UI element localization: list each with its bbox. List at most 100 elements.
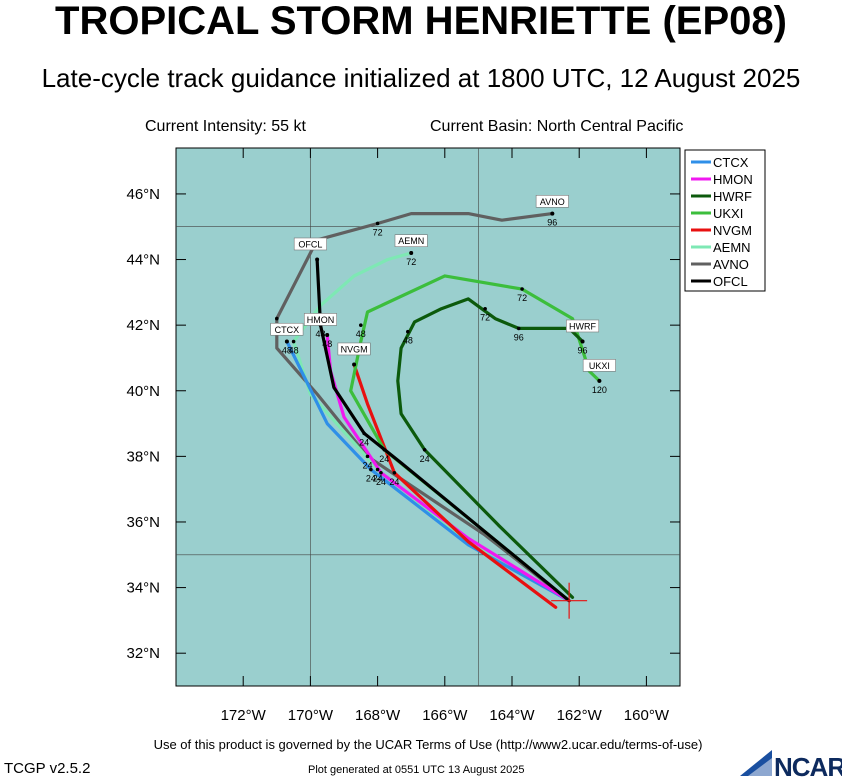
legend-label: CTCX: [713, 155, 749, 170]
ncar-logo-icon: [740, 750, 772, 776]
current-position-marker: [551, 582, 588, 619]
model-tag-label: NVGM: [341, 344, 368, 354]
lon-tick-label: 172°W: [221, 707, 267, 724]
track-point: [392, 470, 397, 475]
lon-tick-label: 162°W: [557, 707, 603, 724]
track-point: [359, 323, 363, 327]
legend-label: AVNO: [713, 257, 749, 272]
forecast-hour-label: 24: [366, 473, 376, 483]
track-point: [275, 316, 279, 321]
lat-tick-label: 34°N: [126, 580, 160, 597]
model-tag-box: [270, 322, 304, 336]
forecast-hour-label: 24: [389, 477, 399, 487]
forecast-hour-label: 24: [359, 437, 369, 447]
legend-label: NVGM: [713, 223, 752, 238]
model-tag-label: UKXI: [589, 361, 610, 371]
forecast-hour-label: 24: [379, 454, 389, 464]
model-tag-box: [303, 313, 337, 326]
track-point: [483, 306, 487, 311]
track-point: [406, 329, 410, 334]
forecast-hour-label: 72: [517, 293, 527, 303]
track-hwrf: [396, 297, 585, 600]
model-tag-label: AEMN: [398, 236, 424, 246]
legend-label: AEMN: [713, 240, 751, 255]
model-tag-box: [394, 234, 428, 247]
track-labels: 2448729624487224482448242448721202448729…: [272, 211, 607, 487]
lon-tick-label: 168°W: [355, 707, 401, 724]
track-point: [520, 287, 524, 291]
track-point: [516, 326, 521, 331]
forecast-hour-label: 96: [514, 332, 524, 342]
model-tag-label: HWRF: [569, 321, 596, 331]
lon-tick-label: 170°W: [288, 707, 334, 724]
axis-ticks: 172°W 170°W 168°W 166°W 164°W 162°W 160°W 32°N 3…: [126, 148, 680, 724]
generated-time: Plot generated at 0551 UTC 13 August 202…: [308, 764, 525, 776]
track-point: [375, 221, 380, 226]
map-background: [175, 147, 681, 687]
track-end-point: [284, 339, 289, 344]
forecast-hour-label: 48: [315, 329, 325, 339]
track-point: [291, 339, 296, 344]
forecast-hour-label: 96: [547, 218, 557, 228]
lon-tick-label: 166°W: [422, 707, 468, 724]
model-tag-box: [293, 237, 327, 251]
lon-tick-label: 160°W: [624, 707, 670, 724]
forecast-hour-label: 120: [592, 385, 607, 395]
track-point: [379, 470, 383, 475]
track-end-point: [597, 378, 602, 383]
model-tags: AVNO AEMN OFCL HMON CTCX NVGM HWRF UKXI: [270, 195, 616, 372]
model-tag-box: [566, 319, 600, 333]
grid-lines: [176, 148, 680, 686]
forecast-hour-label: 48: [322, 339, 332, 349]
forecast-hour-label: 24: [420, 454, 430, 464]
terms-of-use: Use of this product is governed by the U…: [153, 737, 703, 752]
track-point: [362, 431, 366, 436]
version-label: TCGP v2.5.2: [4, 760, 91, 777]
lat-tick-label: 44°N: [126, 252, 160, 269]
lat-tick-label: 46°N: [126, 186, 160, 203]
legend: CTCX HMON HWRF UKXI NVGM AEMN AVNO OFCL: [684, 149, 766, 292]
legend-label: OFCL: [713, 274, 748, 289]
model-tag-label: AVNO: [540, 197, 565, 207]
track-end-point: [352, 362, 357, 367]
forecast-hour-label: 48: [282, 346, 292, 356]
model-tag-label: CTCX: [275, 325, 300, 335]
page-title: TROPICAL STORM HENRIETTE (EP08): [55, 0, 787, 43]
forecast-hour-label: 24: [373, 473, 383, 483]
lon-tick-label: 164°W: [489, 707, 535, 724]
lat-tick-label: 32°N: [126, 645, 160, 662]
legend-label: HWRF: [713, 189, 752, 204]
forecast-hour-label: 24: [376, 477, 386, 487]
legend-label: UKXI: [713, 206, 743, 221]
forecast-hour-label: 72: [373, 227, 383, 237]
track-lines: [275, 212, 602, 609]
model-tag-box: [337, 342, 371, 356]
model-tag-box: [582, 359, 616, 372]
model-tag-label: HMON: [307, 315, 335, 325]
track-end-point: [550, 211, 555, 216]
track-point: [382, 448, 387, 452]
model-tag-box: [535, 195, 569, 208]
ncar-logo-text: NCAR: [774, 752, 842, 782]
forecast-hour-label: 48: [289, 346, 299, 356]
track-end-point: [580, 339, 585, 344]
forecast-hour-label: 96: [578, 346, 588, 356]
track-end-point: [325, 332, 330, 337]
model-tag-label: OFCL: [298, 239, 322, 249]
current-intensity: Current Intensity: 55 kt: [145, 118, 306, 135]
track-end-point: [315, 257, 320, 262]
lat-tick-label: 36°N: [126, 514, 160, 531]
track-point: [422, 448, 427, 452]
forecast-hour-label: 48: [356, 329, 366, 339]
lat-tick-label: 40°N: [126, 383, 160, 400]
lat-tick-label: 42°N: [126, 317, 160, 334]
lat-tick-label: 38°N: [126, 448, 160, 465]
page-subtitle: Late-cycle track guidance initialized at…: [41, 63, 801, 93]
track-point: [365, 454, 370, 459]
forecast-hour-label: 72: [406, 257, 416, 267]
forecast-hour-label: 48: [403, 336, 413, 346]
forecast-hour-label: 72: [480, 313, 490, 323]
forecast-hour-label: 24: [363, 460, 373, 470]
track-point: [369, 467, 373, 472]
